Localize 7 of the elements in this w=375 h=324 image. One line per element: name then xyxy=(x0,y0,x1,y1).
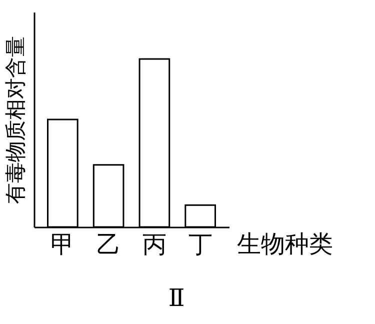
y-axis-title: 有毒物质相对含量 xyxy=(4,36,28,204)
x-tick-label: 乙 xyxy=(96,230,121,258)
x-tick-label: 丁 xyxy=(188,230,212,258)
x-tick-label: 丙 xyxy=(142,230,166,258)
text: Ⅱ xyxy=(168,284,185,312)
x-axis-title: 生物种类 xyxy=(237,230,333,258)
x-tick-label: 甲 xyxy=(50,230,75,258)
